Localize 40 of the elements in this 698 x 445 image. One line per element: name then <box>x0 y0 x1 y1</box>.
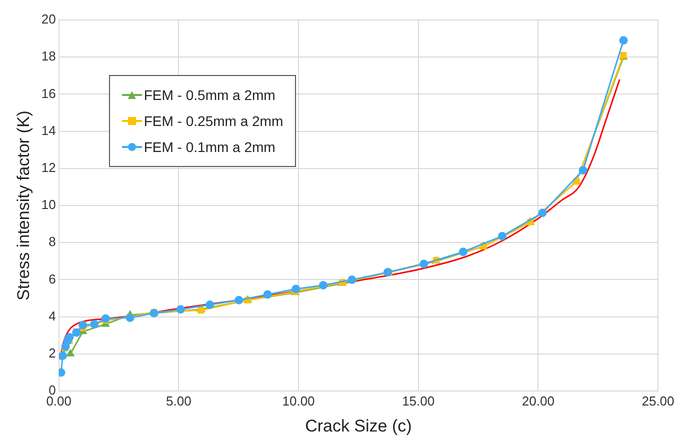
y-tick-label: 18 <box>41 48 56 64</box>
y-tick-label: 6 <box>48 271 56 286</box>
point <box>619 36 628 45</box>
y-tick-label: 8 <box>48 234 56 250</box>
y-axis-title: Stress intensity factor (K) <box>14 110 33 300</box>
point <box>578 166 588 175</box>
point <box>498 232 506 240</box>
point <box>263 290 272 299</box>
point <box>538 208 547 218</box>
point <box>318 281 328 290</box>
point <box>198 307 204 314</box>
y-tick-label: 20 <box>41 12 56 27</box>
point <box>78 320 88 330</box>
y-tick-label: 10 <box>41 197 56 212</box>
legend-label: FEM - 0.1mm a 2mm <box>144 139 276 155</box>
y-tick-label: 4 <box>48 308 56 324</box>
point <box>58 352 67 360</box>
point <box>458 248 468 256</box>
y-tick-label: 2 <box>48 345 56 360</box>
point <box>90 320 99 328</box>
legend-label: FEM - 0.5mm a 2mm <box>144 87 276 103</box>
point <box>206 300 214 309</box>
point <box>292 284 300 294</box>
x-tick-label: 10.00 <box>282 393 315 408</box>
x-axis-title: Crack Size (c) <box>305 416 412 436</box>
y-tick-label: 14 <box>41 122 56 138</box>
point <box>101 314 110 323</box>
x-tick-label: 15.00 <box>402 393 435 408</box>
point <box>176 305 185 314</box>
point <box>65 332 74 342</box>
x-tick-label: 5.00 <box>166 393 192 408</box>
y-tick-label: 12 <box>41 160 56 175</box>
point <box>66 350 74 356</box>
point <box>348 275 356 284</box>
legend-label: FEM - 0.25mm a 2mm <box>144 113 284 129</box>
x-tick-label: 20.00 <box>522 393 554 408</box>
x-tick-label: 25.00 <box>642 393 674 408</box>
y-tick-label: 16 <box>41 86 56 101</box>
point <box>234 296 244 304</box>
point <box>420 260 428 268</box>
